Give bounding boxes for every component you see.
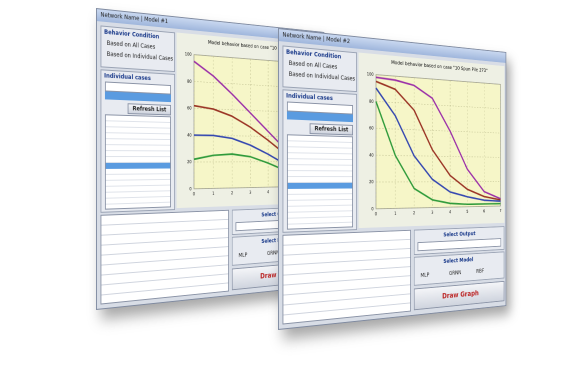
selected-case — [106, 163, 170, 169]
group-heading: Select Output — [443, 231, 475, 239]
group-heading: Behavior Condition — [286, 49, 341, 61]
x-tick-label: 7 — [500, 208, 502, 213]
y-tick-label: 0 — [371, 206, 373, 212]
x-tick-label: 3 — [431, 210, 433, 216]
y-tick-label: 60 — [369, 126, 374, 132]
x-tick-label: 5 — [466, 209, 468, 215]
y-tick-label: 40 — [187, 133, 192, 139]
radio-option[interactable]: MLP — [238, 252, 247, 259]
refresh-button[interactable]: Refresh List — [310, 123, 353, 135]
case-list[interactable] — [287, 134, 353, 229]
refresh-button[interactable]: Refresh List — [128, 103, 171, 115]
y-tick-label: 0 — [189, 186, 191, 192]
x-tick-label: 2 — [413, 210, 415, 216]
radio-option[interactable]: Based on Individual Cases — [107, 51, 173, 63]
cases-group: Individual cases Refresh List — [100, 69, 175, 213]
results-table — [282, 230, 410, 325]
radio-option[interactable]: Based on All Cases — [289, 60, 338, 71]
chart: Model behavior based on case "10 Spun Pi… — [359, 53, 505, 229]
x-tick-label: 0 — [193, 191, 195, 197]
y-tick-label: 20 — [369, 179, 374, 185]
y-tick-label: 20 — [187, 159, 192, 165]
y-tick-label: 80 — [369, 99, 374, 105]
radio-option[interactable]: Based on Individual Cases — [289, 71, 355, 83]
y-tick-label: 100 — [185, 51, 192, 57]
case-list[interactable] — [105, 114, 171, 209]
x-tick-label: 1 — [394, 211, 396, 217]
radio-option[interactable]: Based on All Cases — [107, 40, 156, 51]
behavior-group: Behavior Condition Based on All Cases Base… — [282, 45, 357, 92]
y-tick-label: 60 — [187, 106, 192, 112]
draw-button[interactable]: Draw Graph — [414, 281, 504, 310]
x-tick-label: 6 — [483, 209, 485, 214]
group-heading: Individual cases — [104, 72, 151, 82]
results-table — [100, 210, 228, 305]
model-group: Select Model MLP GRNN RBF — [414, 251, 504, 285]
radio-option[interactable]: RBF — [476, 268, 484, 275]
group-heading: Individual cases — [286, 92, 333, 102]
x-tick-label: 3 — [249, 190, 251, 196]
group-heading: Select Model — [443, 257, 473, 265]
x-tick-label: 4 — [449, 210, 451, 216]
y-tick-label: 100 — [367, 71, 374, 77]
chart-title: Model behavior based on case "10 Spun Pi… — [391, 60, 488, 74]
x-tick-label: 1 — [212, 191, 214, 197]
behavior-group: Behavior Condition Based on All Cases Base… — [100, 25, 175, 72]
output-dropdown[interactable] — [418, 238, 502, 251]
y-tick-label: 40 — [369, 153, 374, 159]
x-tick-label: 0 — [375, 211, 377, 217]
y-tick-label: 80 — [187, 79, 192, 85]
group-heading: Behavior Condition — [104, 29, 159, 41]
selected-case — [288, 183, 352, 189]
radio-option[interactable]: MLP — [420, 272, 429, 279]
output-group: Select Output — [414, 226, 504, 255]
radio-option[interactable]: GRNN — [449, 270, 461, 277]
cases-group: Individual cases Refresh List — [282, 89, 357, 233]
x-tick-label: 4 — [267, 190, 269, 196]
x-tick-label: 2 — [231, 190, 233, 196]
window: Network Name | Model #2 Behavior Conditio… — [278, 28, 506, 330]
